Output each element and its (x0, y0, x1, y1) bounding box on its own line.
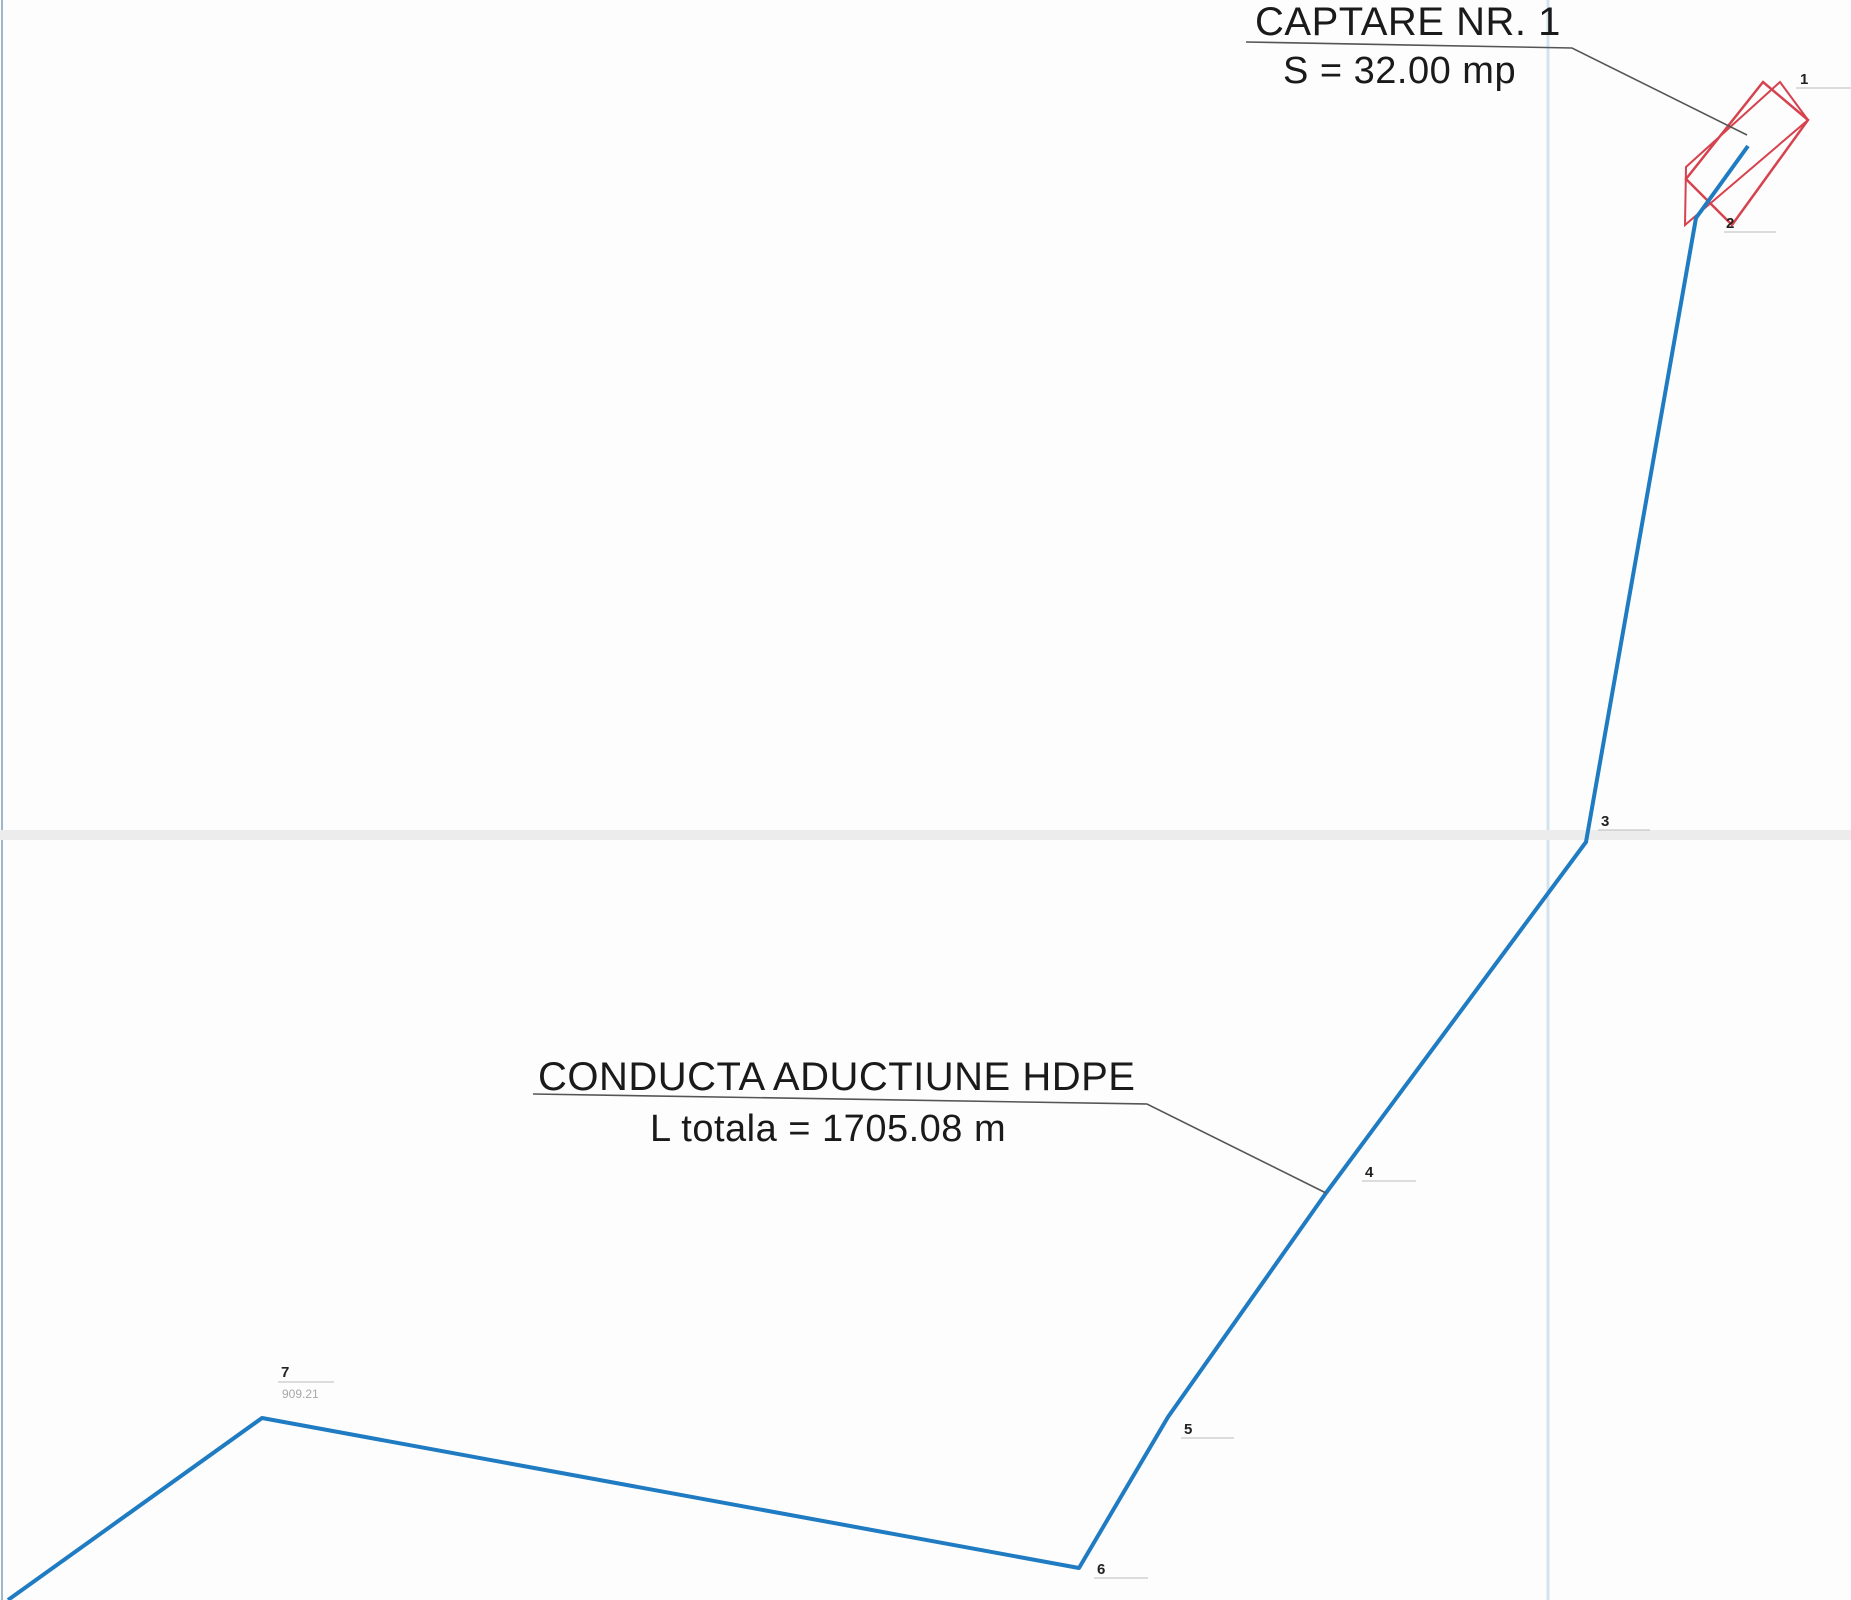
vertex-elevation: 909.21 (282, 1387, 319, 1401)
conducta-title: CONDUCTA ADUCTIUNE HDPE (538, 1055, 1136, 1099)
vertex-marker-5: 5 (1181, 1421, 1234, 1439)
vertex-label: 2 (1726, 215, 1734, 232)
vertex-marker-3: 3 (1598, 813, 1650, 831)
captare-area: S = 32.00 mp (1283, 50, 1517, 92)
captare-rectangle (1684, 80, 1810, 227)
vertex-marker-6: 6 (1094, 1561, 1148, 1579)
vertex-label: 5 (1184, 1421, 1192, 1438)
vertex-label: 4 (1365, 1164, 1374, 1181)
pipeline-route (6, 144, 1750, 1600)
captare-leader-line (1245, 41, 1748, 136)
vertex-label: 3 (1601, 813, 1609, 830)
vertex-label: 7 (281, 1364, 289, 1381)
captare-outline (1683, 80, 1810, 228)
conducta-length: L totala = 1705.08 m (650, 1108, 1007, 1150)
vertex-marker-4: 4 (1362, 1164, 1416, 1182)
conducta-leader-line (532, 1093, 1327, 1194)
vertex-label: 6 (1097, 1561, 1105, 1578)
captare-title: CAPTARE NR. 1 (1255, 0, 1561, 44)
vertex-marker-2: 2 (1724, 215, 1776, 233)
vertex-marker-1: 1 (1796, 71, 1851, 89)
vertex-marker-7: 7 909.21 (278, 1364, 334, 1401)
vertex-label: 1 (1800, 71, 1808, 88)
